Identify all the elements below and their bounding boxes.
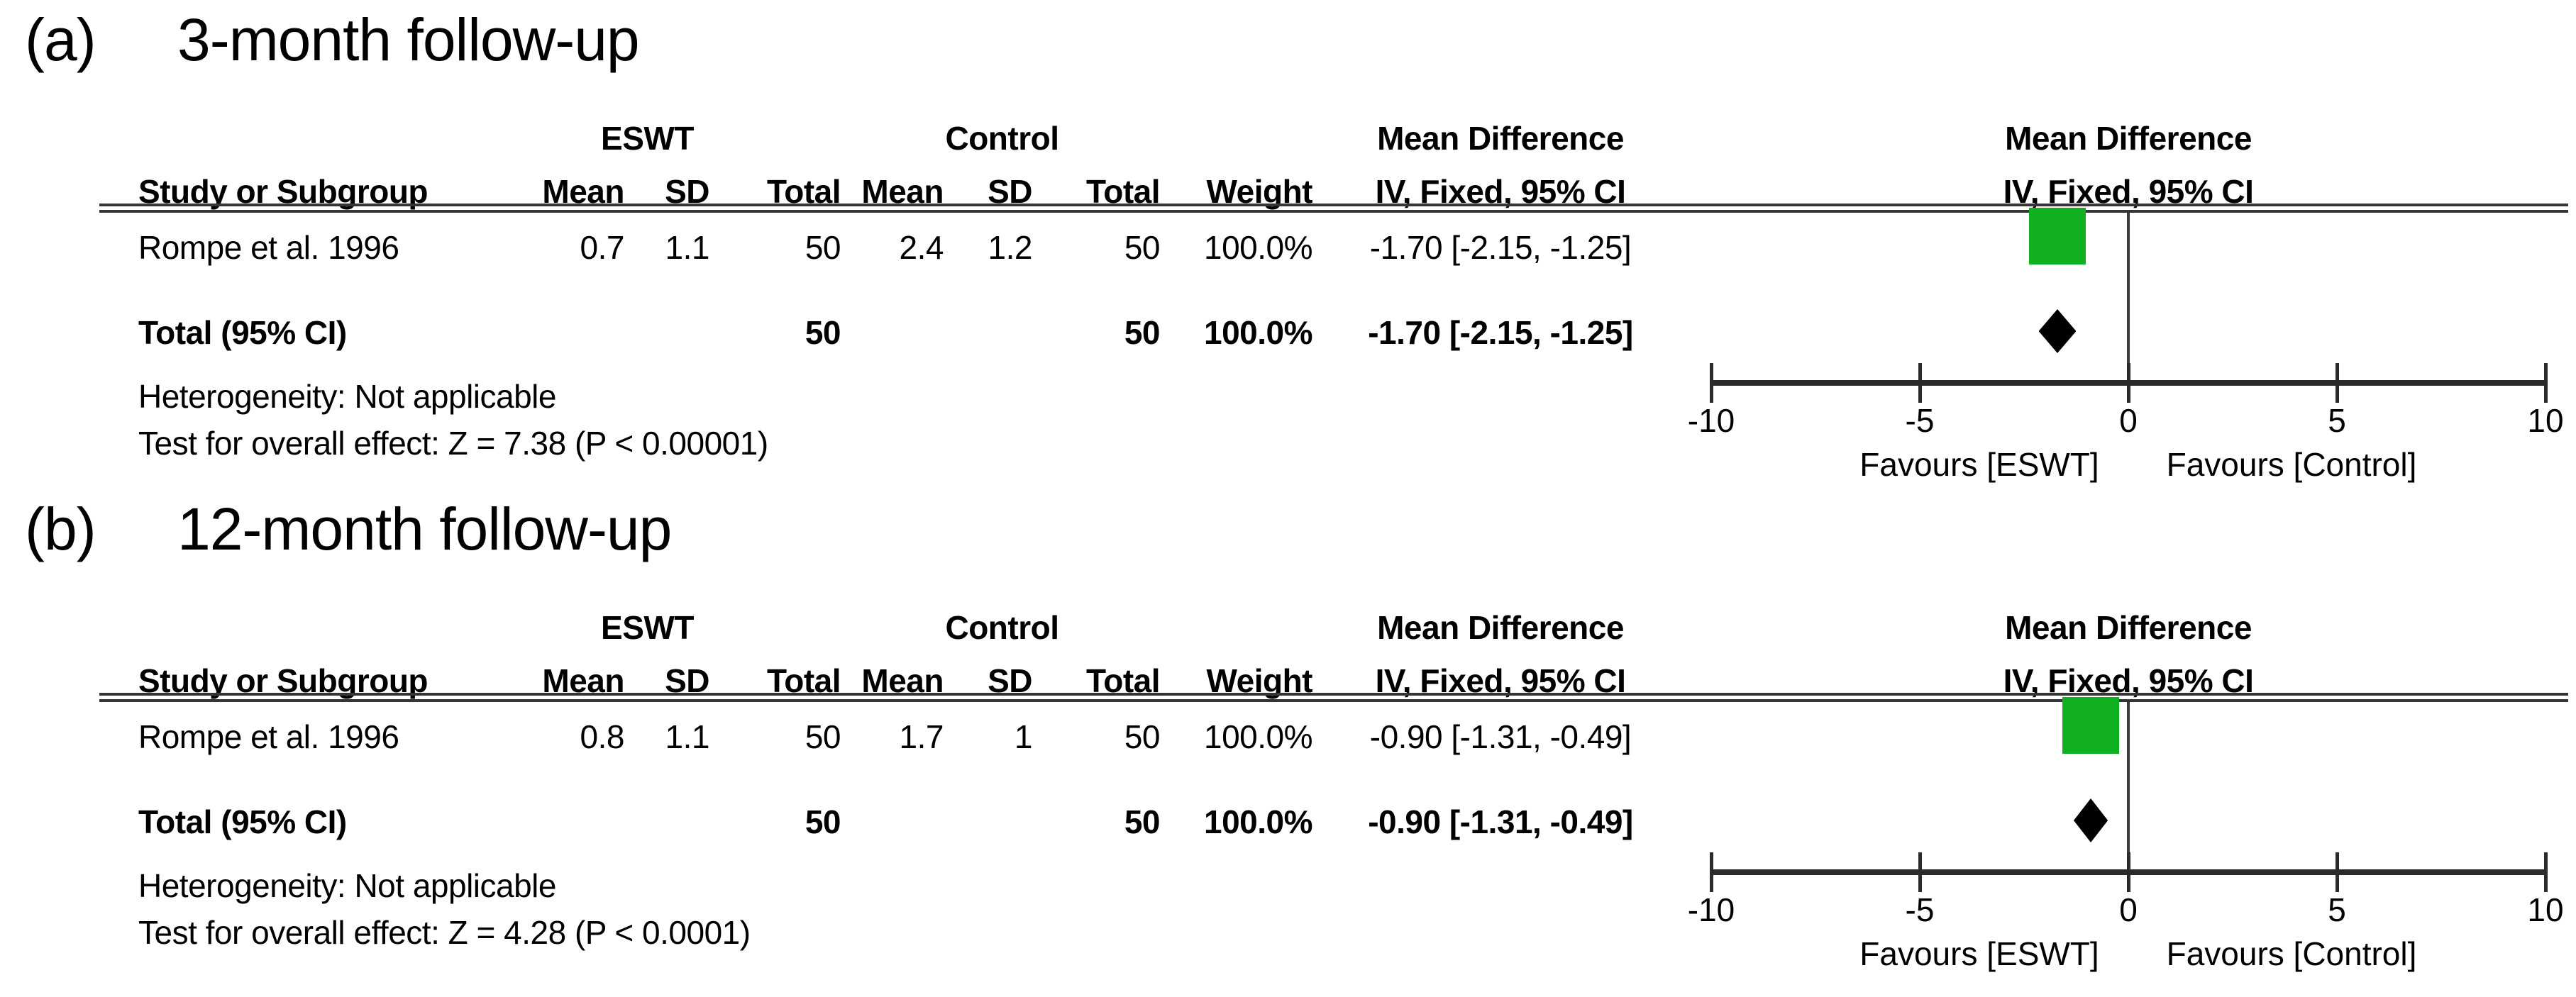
axis-tick-label: -10 xyxy=(1687,402,1735,439)
axis-tick xyxy=(1710,852,1713,892)
zero-reference-line xyxy=(2127,213,2130,384)
axis-tick-label: -5 xyxy=(1905,891,1935,928)
favours-eswt-label: Favours [ESWT] xyxy=(1859,935,2099,972)
favours-control-label: Favours [Control] xyxy=(2166,446,2417,483)
study-control-sd: 1.2 xyxy=(988,229,1033,266)
axis-tick xyxy=(1710,363,1713,403)
group-header-eswt: ESWT xyxy=(601,120,694,157)
study-eswt-mean: 0.7 xyxy=(580,229,625,266)
heterogeneity-text: Heterogeneity: Not applicable xyxy=(138,867,556,904)
study-md-ci: -1.70 [-2.15, -1.25] xyxy=(1369,229,1632,266)
summary-diamond-marker xyxy=(2073,798,2108,842)
column-header-mean-difference: Mean Difference xyxy=(1377,609,1624,646)
study-eswt-mean: 0.8 xyxy=(580,718,625,755)
axis-tick-label: 10 xyxy=(2527,402,2564,439)
total-label: Total (95% CI) xyxy=(138,803,347,840)
plot-header-mean-difference: Mean Difference xyxy=(2005,609,2252,646)
panel-title: (b) 12-month follow-up xyxy=(25,495,672,564)
panel-label: (a) xyxy=(25,6,96,73)
header-separator-line xyxy=(99,693,2568,702)
axis-tick xyxy=(2335,363,2339,403)
header-separator-line xyxy=(99,204,2568,213)
column-header-mean-difference: Mean Difference xyxy=(1377,120,1624,157)
study-name: Rompe et al. 1996 xyxy=(138,718,399,755)
study-md-ci: -0.90 [-1.31, -0.49] xyxy=(1369,718,1632,755)
axis-tick-label: 0 xyxy=(2119,891,2138,928)
axis-tick-label: 10 xyxy=(2527,891,2564,928)
axis-tick xyxy=(2127,363,2130,403)
study-control-sd: 1 xyxy=(1014,718,1033,755)
study-eswt-total: 50 xyxy=(805,718,841,755)
study-effect-square-marker xyxy=(2062,697,2120,754)
panel-label: (b) xyxy=(25,496,96,562)
axis-tick-label: 5 xyxy=(2328,891,2346,928)
total-weight: 100.0% xyxy=(1203,803,1313,840)
panel-title: (a) 3-month follow-up xyxy=(25,6,640,74)
study-weight: 100.0% xyxy=(1203,229,1313,266)
total-md-ci: -1.70 [-2.15, -1.25] xyxy=(1368,314,1633,351)
panel-3-month: (a) 3-month follow-up ESWT Control Mean D… xyxy=(0,0,2576,496)
group-header-eswt: ESWT xyxy=(601,609,694,646)
overall-effect-text: Test for overall effect: Z = 4.28 (P < 0… xyxy=(138,914,751,951)
total-control-total: 50 xyxy=(1124,314,1161,351)
study-control-mean: 1.7 xyxy=(899,718,944,755)
favours-eswt-label: Favours [ESWT] xyxy=(1859,446,2099,483)
study-weight: 100.0% xyxy=(1203,718,1313,755)
total-md-ci: -0.90 [-1.31, -0.49] xyxy=(1368,803,1633,840)
study-effect-square-marker xyxy=(2029,208,2086,264)
axis-tick xyxy=(2127,852,2130,892)
axis-tick-label: -5 xyxy=(1905,402,1935,439)
axis-tick xyxy=(2544,852,2548,892)
study-name: Rompe et al. 1996 xyxy=(138,229,399,266)
axis-tick xyxy=(2544,363,2548,403)
axis-tick xyxy=(1918,852,1922,892)
axis-tick-label: 0 xyxy=(2119,402,2138,439)
axis-tick-label: 5 xyxy=(2328,402,2346,439)
plot-header-mean-difference: Mean Difference xyxy=(2005,120,2252,157)
total-eswt-total: 50 xyxy=(805,803,841,840)
zero-reference-line xyxy=(2127,702,2130,874)
study-control-total: 50 xyxy=(1124,229,1161,266)
heterogeneity-text: Heterogeneity: Not applicable xyxy=(138,378,556,415)
total-label: Total (95% CI) xyxy=(138,314,347,351)
panel-title-text: 3-month follow-up xyxy=(177,6,640,73)
total-control-total: 50 xyxy=(1124,803,1161,840)
study-control-total: 50 xyxy=(1124,718,1161,755)
total-weight: 100.0% xyxy=(1203,314,1313,351)
axis-tick xyxy=(1918,363,1922,403)
total-eswt-total: 50 xyxy=(805,314,841,351)
group-header-control: Control xyxy=(945,120,1059,157)
panel-12-month: (b) 12-month follow-up ESWT Control Mean … xyxy=(0,489,2576,986)
favours-control-label: Favours [Control] xyxy=(2166,935,2417,972)
study-eswt-total: 50 xyxy=(805,229,841,266)
study-control-mean: 2.4 xyxy=(899,229,944,266)
overall-effect-text: Test for overall effect: Z = 7.38 (P < 0… xyxy=(138,425,768,462)
study-eswt-sd: 1.1 xyxy=(665,718,710,755)
group-header-control: Control xyxy=(945,609,1059,646)
summary-diamond-marker xyxy=(2038,309,2077,353)
axis-tick xyxy=(2335,852,2339,892)
study-eswt-sd: 1.1 xyxy=(665,229,710,266)
axis-tick-label: -10 xyxy=(1687,891,1735,928)
panel-title-text: 12-month follow-up xyxy=(177,496,672,562)
